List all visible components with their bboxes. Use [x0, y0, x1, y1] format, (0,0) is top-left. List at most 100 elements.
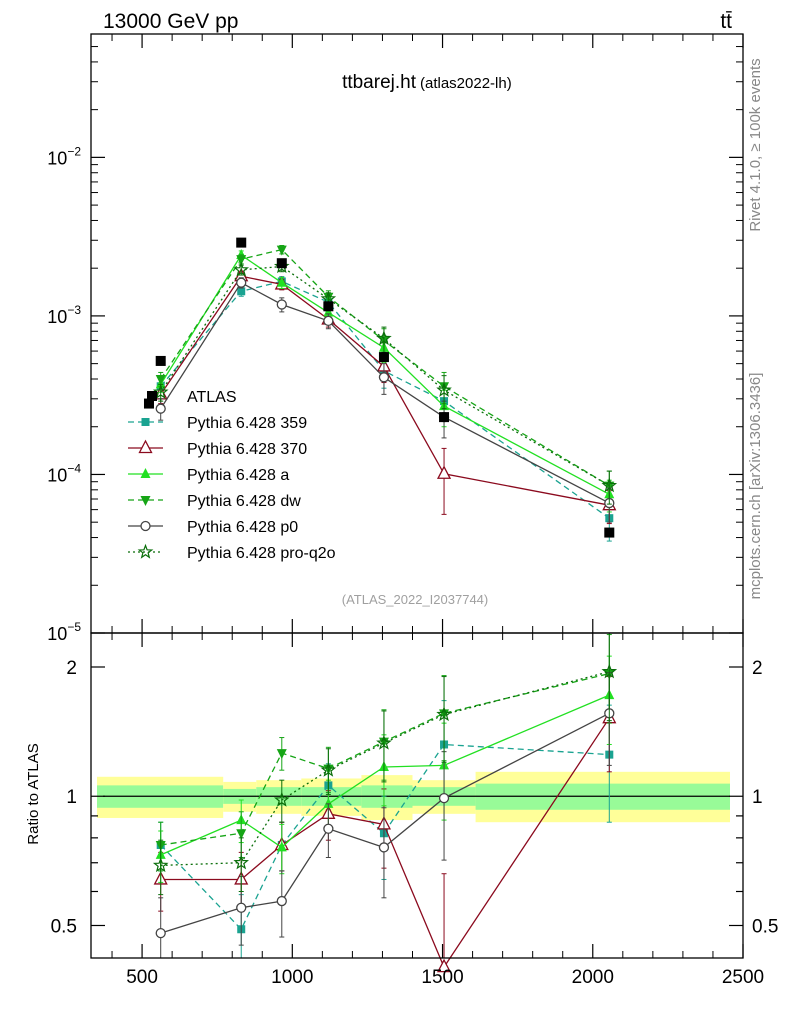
legend-marker-pa — [140, 468, 151, 478]
legend-label-atlas: ATLAS — [187, 389, 237, 406]
legend-label-p370: Pythia 6.428 370 — [187, 441, 307, 458]
legend-marker-p359 — [141, 418, 150, 426]
ratio-ytick-label-left-2: 2 — [66, 658, 77, 679]
point-pq2o — [436, 381, 452, 397]
point-p370 — [436, 958, 452, 973]
atlas-data-point — [155, 355, 166, 366]
point-pp0 — [323, 315, 334, 327]
point-pq2o — [152, 857, 169, 873]
point-pa — [276, 276, 287, 287]
main-ytick-label: 10−4 — [47, 461, 81, 485]
point-pq2o — [376, 734, 392, 750]
series-pq2o — [152, 258, 618, 505]
point-pa — [323, 797, 334, 808]
point-pp0 — [155, 403, 166, 414]
main-series-group — [152, 245, 618, 542]
process-label: tt̄ — [720, 10, 732, 33]
legend-entry-pq2o: Pythia 6.428 pro-q2o — [128, 543, 336, 562]
point-pp0 — [236, 902, 247, 913]
atlas-data-point — [276, 258, 287, 269]
ratio-ytick-label-left-1: 1 — [66, 787, 77, 808]
xtick-label-2000: 2000 — [572, 967, 614, 988]
point-pp0 — [378, 842, 390, 853]
ratio-axis-label: Ratio to ATLAS — [25, 743, 42, 844]
legend-entry-atlas: ATLAS — [147, 389, 237, 406]
point-pp0 — [155, 927, 166, 939]
point-pdw — [236, 829, 247, 840]
legend-atlas-marker — [147, 391, 157, 401]
rivet-label: Rivet 4.1.0, ≥ 100k events — [747, 58, 764, 231]
atlas-data-point — [323, 301, 334, 312]
point-pdw — [276, 749, 287, 760]
point-pq2o — [273, 791, 290, 807]
atlas-data-point — [604, 527, 615, 538]
point-p370 — [436, 465, 452, 479]
point-pp0 — [378, 372, 390, 383]
plot-title: ttbarej.ht — [342, 72, 417, 93]
atlas-data-point — [378, 352, 389, 363]
point-pdw — [155, 375, 166, 386]
ratio-error-bands — [97, 771, 730, 823]
analysis-watermark: (ATLAS_2022_I2037744) — [342, 592, 488, 607]
atlas-data-point — [143, 398, 154, 409]
point-pq2o — [376, 330, 392, 346]
main-ytick-label: 10−2 — [47, 144, 81, 168]
legend-label-pq2o: Pythia 6.428 pro-q2o — [187, 545, 336, 562]
point-pq2o — [436, 706, 452, 722]
point-pp0 — [276, 299, 287, 310]
point-pq2o — [601, 663, 618, 679]
legend: ATLAS Pythia 6.428 359 Pythia 6.428 370 Pyt… — [128, 389, 336, 562]
legend-label-pdw: Pythia 6.428 dw — [187, 493, 301, 510]
point-pq2o — [152, 384, 169, 399]
point-pa — [276, 841, 287, 852]
legend-entry-pp0: Pythia 6.428 p0 — [128, 519, 298, 536]
legend-label-p359: Pythia 6.428 359 — [187, 415, 307, 432]
legend-label-pa: Pythia 6.428 a — [187, 467, 289, 484]
line-pq2o — [160, 265, 610, 487]
xtick-label-2500: 2500 — [722, 967, 764, 988]
ratio-ytick-label-right-0.5: 0.5 — [752, 916, 778, 937]
atlas-data-group — [143, 237, 615, 538]
energy-label: 13000 GeV pp — [103, 10, 238, 33]
plot-subtitle: (atlas2022-lh) — [420, 75, 512, 92]
point-pdw — [236, 255, 247, 266]
point-pq2o — [320, 761, 337, 777]
legend-marker-pdw — [140, 496, 151, 506]
legend-marker-pq2o — [137, 543, 154, 559]
legend-marker-p370 — [138, 439, 153, 454]
main-panel-frame — [90, 33, 744, 634]
point-pp0 — [323, 823, 334, 834]
point-p359 — [237, 287, 246, 296]
point-pp0 — [276, 895, 287, 907]
ratio-ytick-label-right-1: 1 — [752, 787, 763, 808]
point-pdw — [276, 245, 287, 256]
atlas-data-point — [236, 237, 247, 248]
point-pp0 — [236, 277, 247, 288]
point-pq2o — [233, 854, 250, 870]
xtick-label-1000: 1000 — [271, 967, 313, 988]
ratio-ytick-label-left-0.5: 0.5 — [51, 916, 77, 937]
point-pq2o — [233, 261, 250, 277]
legend-entry-p359: Pythia 6.428 359 — [128, 415, 307, 432]
xtick-label-500: 500 — [126, 967, 158, 988]
ratio-panel-frame — [90, 632, 744, 959]
main-ytick-label: 10−3 — [47, 303, 81, 327]
legend-entry-p370: Pythia 6.428 370 — [128, 439, 307, 458]
ratio-ytick-label-right-2: 2 — [752, 658, 763, 679]
ratio-series-group — [152, 632, 618, 973]
series-p370 — [153, 676, 617, 973]
legend-label-pp0: Pythia 6.428 p0 — [187, 519, 298, 536]
point-pq2o — [601, 477, 618, 493]
legend-entry-pa: Pythia 6.428 a — [128, 467, 289, 484]
legend-marker-pp0 — [140, 520, 151, 532]
atlas-data-point — [439, 412, 450, 423]
line-pq2o — [160, 671, 610, 867]
main-ytick-label: 10−5 — [47, 620, 81, 644]
point-pp0 — [438, 792, 450, 804]
mcplots-label: mcplots.cern.ch [arXiv:1306.3436] — [747, 373, 764, 600]
legend-entry-pdw: Pythia 6.428 dw — [128, 493, 301, 510]
xtick-label-1500: 1500 — [421, 967, 463, 988]
series-pq2o — [152, 632, 618, 896]
